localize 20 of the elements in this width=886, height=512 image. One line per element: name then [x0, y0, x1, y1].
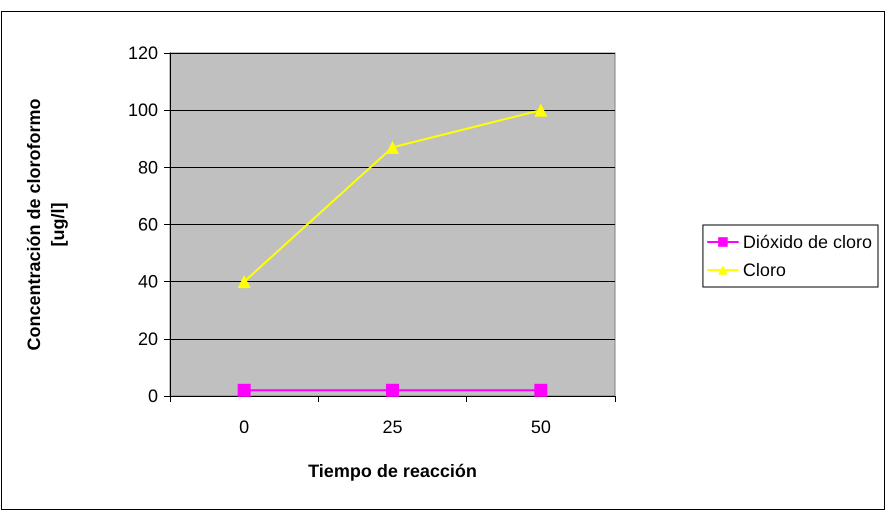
y-tick-label: 80: [138, 157, 158, 178]
x-tick-label: 25: [382, 417, 403, 437]
point: [534, 104, 548, 117]
point: [386, 140, 399, 154]
x-tick-label: 0: [239, 417, 250, 437]
point: [534, 384, 548, 397]
y-tick-label: 0: [148, 386, 158, 406]
y-tick-label: 20: [138, 328, 158, 349]
legend-label: Cloro: [742, 260, 786, 280]
y-tick-label: 40: [138, 272, 158, 292]
y-tick-label: 60: [138, 214, 158, 234]
y-tick-label: 120: [128, 43, 158, 63]
y-axis-title: Concentración de cloroformo [ug/l]: [24, 98, 68, 351]
point: [386, 384, 399, 397]
legend-label: Dióxido de cloro: [742, 232, 872, 252]
point: [238, 384, 251, 397]
x-axis-title: Tiempo de reacción: [308, 461, 477, 481]
y-tick-label: 100: [128, 100, 158, 120]
point: [238, 275, 251, 288]
x-tick-label: 50: [530, 417, 551, 437]
